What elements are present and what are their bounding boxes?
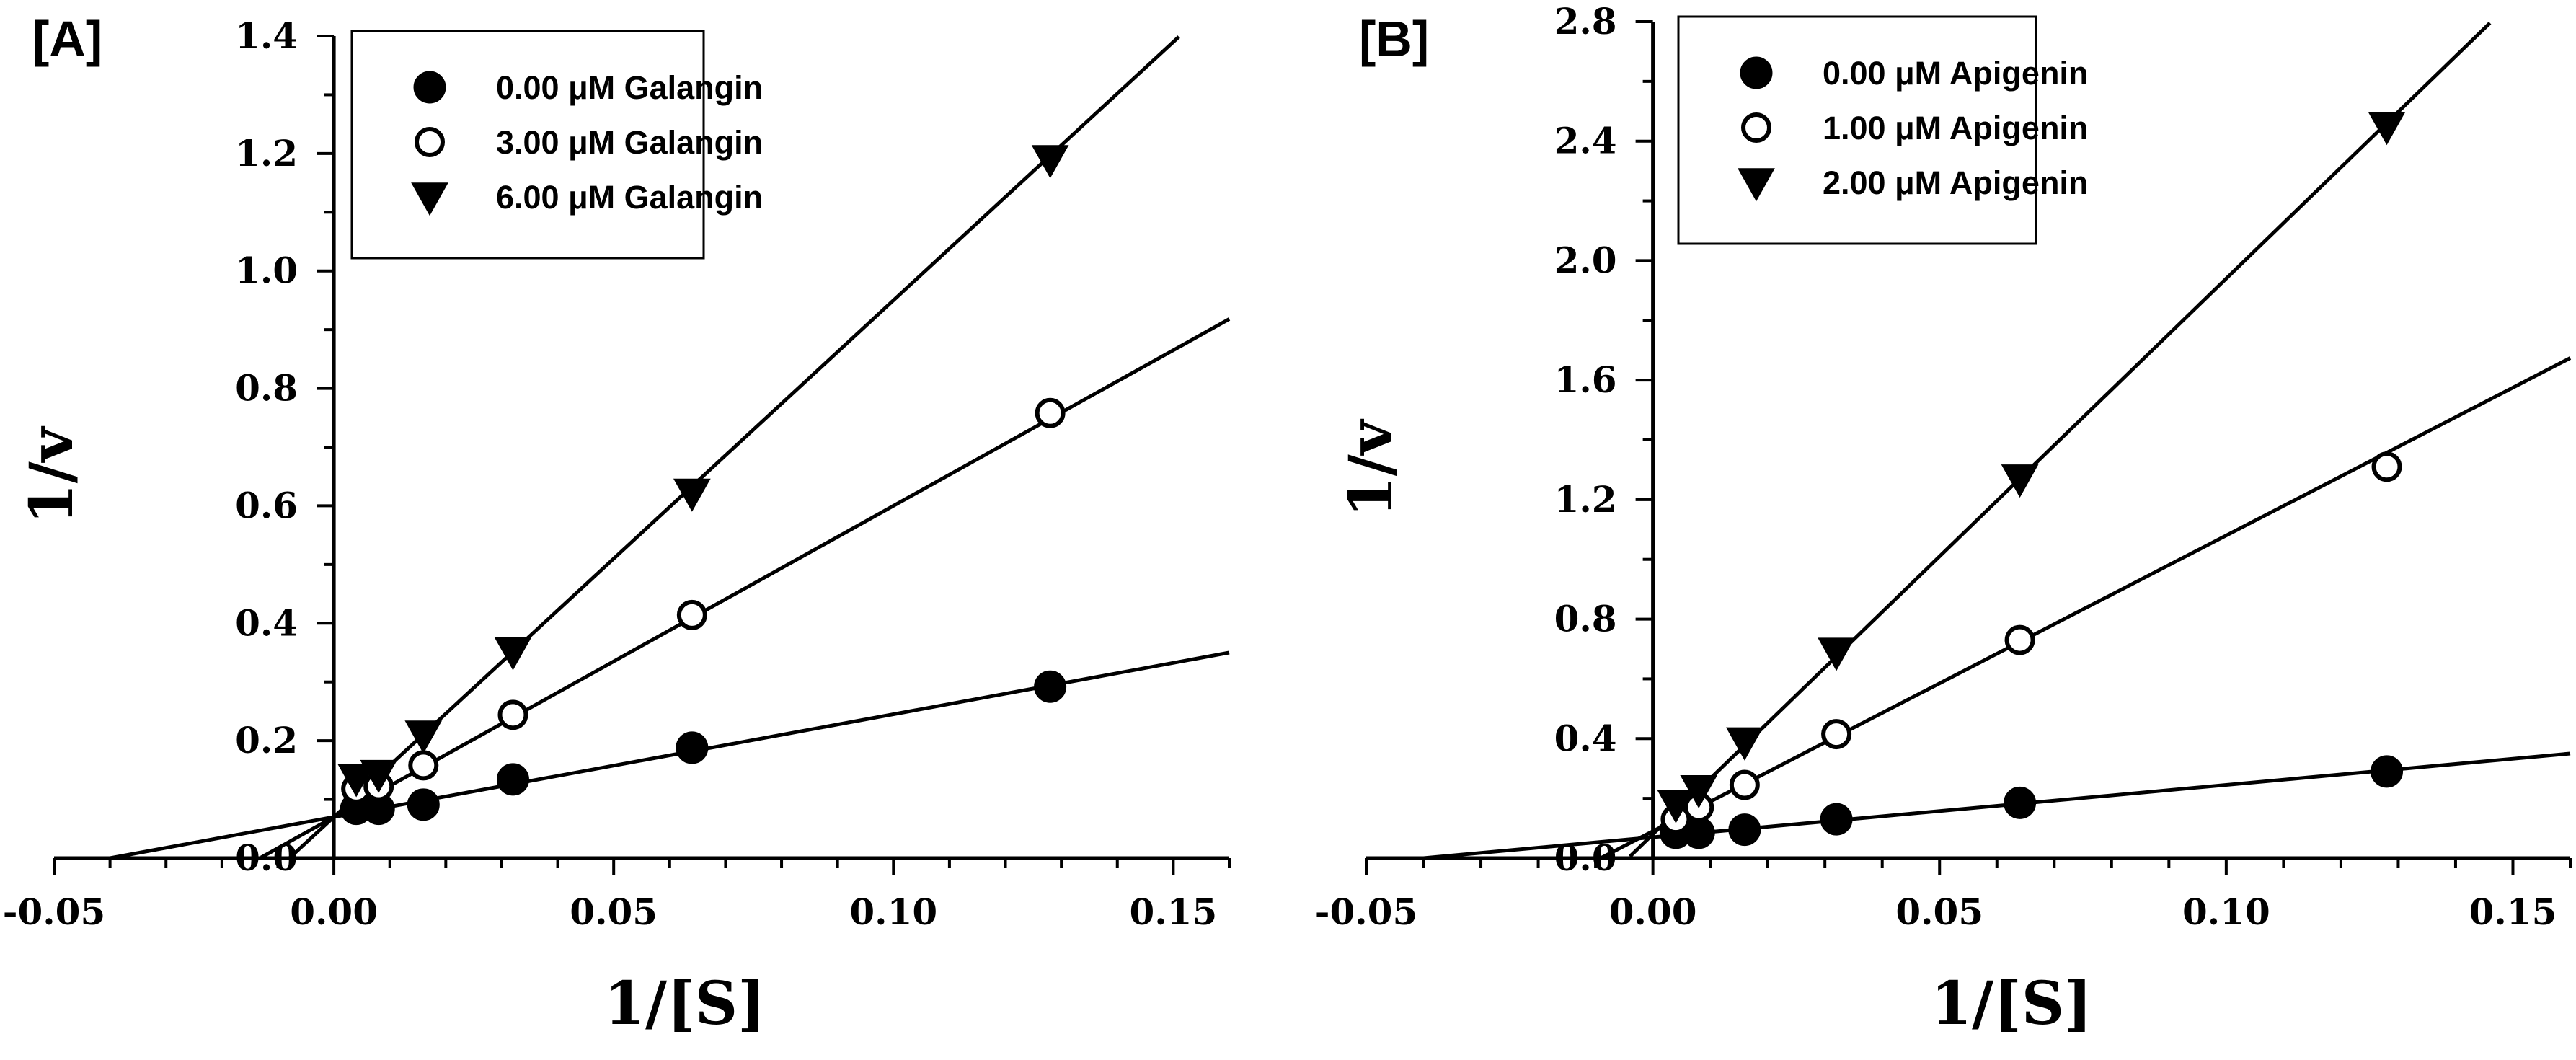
x-tick-label: 0.00	[1609, 891, 1697, 933]
x-tick-label: 0.15	[1129, 891, 1217, 933]
legend-box	[350, 30, 705, 260]
data-point-series-3	[404, 720, 443, 754]
y-tick-label: 0.4	[235, 601, 298, 644]
legend-label-series-3: 6.00 μM Galangin	[496, 179, 763, 216]
legend: 0.00 μM Apigenin 1.00 μM Apigenin 2.00 μM …	[1677, 15, 2088, 245]
data-point-series-3	[337, 764, 376, 798]
panel-a: -0.05 0.00 0.05 0.10 0.150.00.20.40.60.81.01…	[3, 11, 1231, 1038]
data-point-series-1	[407, 788, 440, 821]
legend-marker-series-2	[1741, 112, 1771, 143]
data-point-series-3	[2001, 464, 2039, 498]
fit-line-series-3	[1629, 22, 2492, 858]
data-point-series-3	[1818, 637, 1855, 671]
x-tick-label: 0.05	[570, 891, 658, 933]
data-point-series-1	[2371, 755, 2404, 788]
y-tick-label: 2.0	[1554, 239, 1617, 281]
y-axis-title: 1/v	[1337, 418, 1406, 517]
y-tick-label: 1.4	[235, 14, 298, 57]
y-tick-label: 0.8	[235, 367, 298, 410]
data-point-series-1	[1728, 813, 1761, 847]
legend-marker-series-1	[1740, 56, 1773, 89]
data-point-series-1	[1820, 803, 1853, 836]
x-tick-label: -0.05	[3, 891, 106, 933]
legend-marker-series-2	[415, 127, 445, 157]
y-tick-label: 1.0	[235, 249, 298, 292]
x-axis-title: 1/[S]	[1931, 969, 2092, 1038]
x-tick-label: 0.10	[849, 891, 937, 933]
y-tick-label: 2.4	[1554, 120, 1617, 162]
data-point-series-3	[1031, 145, 1069, 179]
data-point-series-3	[2368, 112, 2406, 146]
y-tick-label: 1.2	[1554, 478, 1617, 521]
data-point-series-3	[673, 478, 711, 512]
data-point-series-1	[676, 731, 709, 764]
y-axis-title: 1/v	[17, 425, 87, 524]
data-point-series-2	[676, 599, 707, 630]
legend-marker-series-3	[411, 182, 448, 216]
x-tick-label: 0.10	[2182, 891, 2270, 933]
legend-label-series-1: 0.00 μM Galangin	[496, 69, 763, 106]
x-tick-label: -0.05	[1315, 891, 1418, 933]
x-tick-label: 0.15	[2469, 891, 2557, 933]
legend-marker-series-3	[1738, 168, 1775, 202]
x-tick-label: 0.05	[1895, 891, 1983, 933]
data-point-series-2	[1729, 769, 1760, 800]
data-point-series-1	[496, 763, 529, 796]
y-tick-label: 0.6	[235, 484, 298, 526]
fit-line-series-2	[260, 317, 1231, 860]
legend-label-series-3: 2.00 μM Apigenin	[1823, 164, 2088, 201]
panel-b: -0.05 0.00 0.05 0.10 0.150.00.40.81.21.62.02…	[1315, 0, 2572, 1038]
data-point-series-3	[1680, 774, 1718, 809]
y-tick-label: 1.6	[1554, 358, 1617, 401]
legend-label-series-2: 1.00 μM Apigenin	[1823, 110, 2088, 146]
legend-marker-series-1	[413, 71, 446, 104]
panel-label: [A]	[32, 11, 102, 67]
legend: 0.00 μM Galangin 3.00 μM Galangin 6.00 μM …	[350, 30, 763, 260]
legend-box	[1677, 15, 2037, 245]
data-point-series-3	[1657, 790, 1695, 823]
fit-line-series-2	[1600, 356, 2572, 860]
data-point-series-3	[360, 759, 398, 793]
data-point-series-2	[1035, 397, 1066, 428]
legend-label-series-2: 3.00 μM Galangin	[496, 124, 763, 161]
data-point-series-2	[1821, 719, 1852, 750]
y-tick-label: 0.4	[1554, 717, 1617, 759]
data-point-series-2	[408, 750, 439, 781]
data-point-series-2	[2004, 624, 2035, 655]
x-tick-label: 0.00	[290, 891, 378, 933]
data-point-series-3	[1725, 727, 1763, 761]
y-tick-label: 2.8	[1554, 0, 1617, 43]
data-point-series-1	[2004, 786, 2037, 819]
panel-label: [B]	[1359, 11, 1429, 67]
y-tick-label: 1.2	[235, 132, 298, 175]
legend-label-series-1: 0.00 μM Apigenin	[1823, 55, 2088, 92]
y-tick-label: 0.2	[235, 719, 298, 761]
data-point-series-2	[497, 699, 528, 730]
y-tick-label: 0.8	[1554, 598, 1617, 640]
data-point-series-3	[494, 637, 532, 671]
data-point-series-1	[1034, 670, 1067, 703]
x-axis-title: 1/[S]	[604, 969, 766, 1038]
data-point-series-2	[2371, 451, 2402, 482]
